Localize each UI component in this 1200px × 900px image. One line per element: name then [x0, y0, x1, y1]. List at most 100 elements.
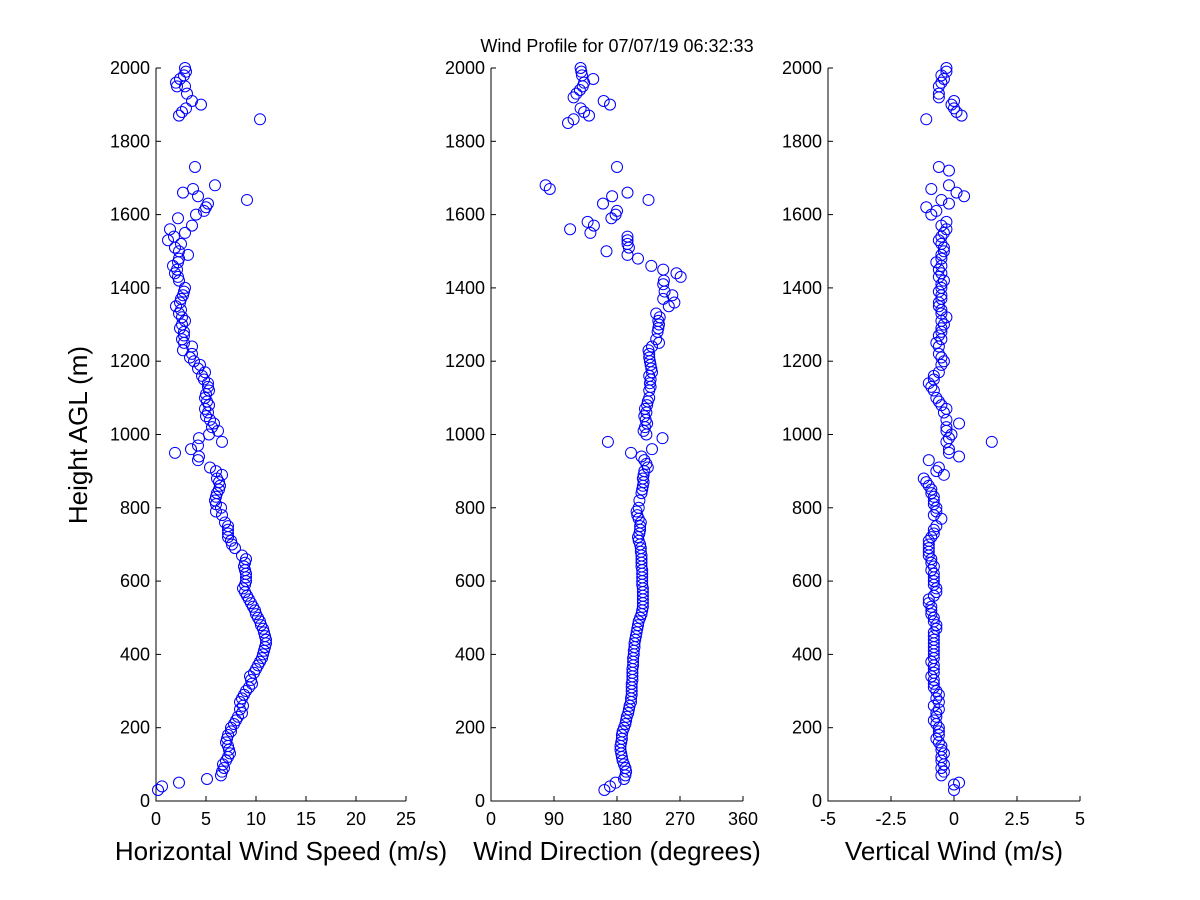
data-point: [927, 714, 940, 727]
data-point: [935, 252, 948, 265]
data-point: [219, 516, 231, 529]
data-point: [259, 630, 271, 643]
data-point: [570, 87, 583, 100]
data-point: [932, 729, 945, 742]
data-point: [575, 65, 588, 78]
data-point: [169, 446, 181, 459]
data-point: [193, 432, 205, 445]
data-point: [925, 380, 938, 393]
data-point: [935, 307, 948, 320]
data-point: [255, 619, 267, 632]
x-tick-label: 0: [949, 809, 959, 829]
data-point: [927, 666, 940, 679]
x-axis-title: Wind Direction (degrees): [473, 836, 761, 866]
data-point: [186, 340, 198, 353]
data-point: [942, 164, 955, 177]
data-point: [937, 758, 950, 771]
data-point: [922, 538, 935, 551]
data-point: [181, 87, 193, 100]
y-tick-label: 200: [120, 718, 150, 738]
data-point: [611, 204, 623, 217]
data-point: [925, 182, 938, 195]
data-point: [194, 358, 206, 371]
data-point: [930, 501, 943, 514]
data-point: [173, 776, 185, 789]
data-point: [606, 190, 619, 203]
data-point: [210, 465, 222, 478]
data-point: [239, 556, 251, 569]
y-tick-label: 1200: [445, 351, 485, 371]
x-tick-label: 0: [151, 809, 161, 829]
data-point: [576, 69, 588, 82]
data-point: [940, 421, 953, 434]
data-point: [621, 234, 634, 247]
data-point: [925, 487, 938, 500]
y-tick-label: 0: [140, 791, 150, 811]
data-point: [930, 465, 943, 478]
data-point: [932, 285, 945, 298]
data-point: [622, 707, 635, 720]
data-point: [204, 461, 216, 474]
data-point: [621, 248, 634, 261]
data-point: [674, 270, 687, 283]
y-tick-label: 1800: [110, 131, 150, 151]
y-tick-label: 1600: [445, 205, 485, 225]
data-point: [619, 718, 632, 731]
y-tick-label: 0: [475, 791, 485, 811]
data-point: [935, 237, 948, 250]
data-point: [640, 428, 653, 441]
data-point: [638, 454, 651, 467]
data-point: [930, 582, 943, 595]
data-point: [254, 113, 266, 126]
data-point: [930, 707, 943, 720]
data-point: [920, 113, 933, 126]
y-axis-title: Height AGL (m): [63, 346, 93, 524]
data-point: [202, 377, 214, 390]
x-tick-label: 5: [1075, 809, 1085, 829]
data-point: [597, 197, 609, 210]
data-point: [216, 435, 228, 448]
data-point: [930, 619, 943, 632]
data-point: [179, 314, 191, 327]
data-point: [930, 622, 943, 635]
x-tick-label: 270: [665, 809, 695, 829]
data-point: [942, 446, 955, 459]
data-point: [935, 76, 948, 89]
data-point: [925, 556, 938, 569]
data-point: [927, 527, 940, 540]
data-point: [950, 186, 963, 199]
data-point: [573, 83, 586, 96]
y-tick-label: 1400: [110, 278, 150, 298]
x-tick-label: 180: [602, 809, 632, 829]
data-point: [942, 197, 955, 210]
y-tick-label: 400: [455, 644, 485, 664]
data-point: [543, 182, 556, 195]
data-point: [935, 322, 948, 335]
data-point: [642, 193, 655, 206]
data-point: [932, 340, 945, 353]
data-point: [932, 160, 945, 173]
data-point: [932, 263, 945, 276]
data-point: [168, 230, 180, 243]
data-point: [930, 692, 943, 705]
data-point: [935, 267, 948, 280]
data-point: [190, 208, 202, 221]
data-point: [653, 311, 666, 324]
data-point: [217, 758, 229, 771]
data-point: [922, 542, 935, 555]
data-point: [214, 479, 226, 492]
x-tick-label: -2.5: [875, 809, 906, 829]
data-point: [930, 520, 943, 533]
x-tick-label: 25: [396, 809, 416, 829]
data-point: [670, 267, 683, 280]
x-tick-label: 10: [246, 809, 266, 829]
data-point: [176, 105, 188, 118]
data-point: [940, 62, 953, 74]
data-point: [199, 366, 211, 379]
data-point: [940, 65, 953, 78]
panel-vertical-wind: 0 200 400 600 800 1000 1200 1400 1600 1800 2000 -5 -…: [782, 58, 1085, 866]
data-point: [930, 586, 943, 599]
data-point: [257, 648, 269, 661]
data-point: [932, 329, 945, 342]
